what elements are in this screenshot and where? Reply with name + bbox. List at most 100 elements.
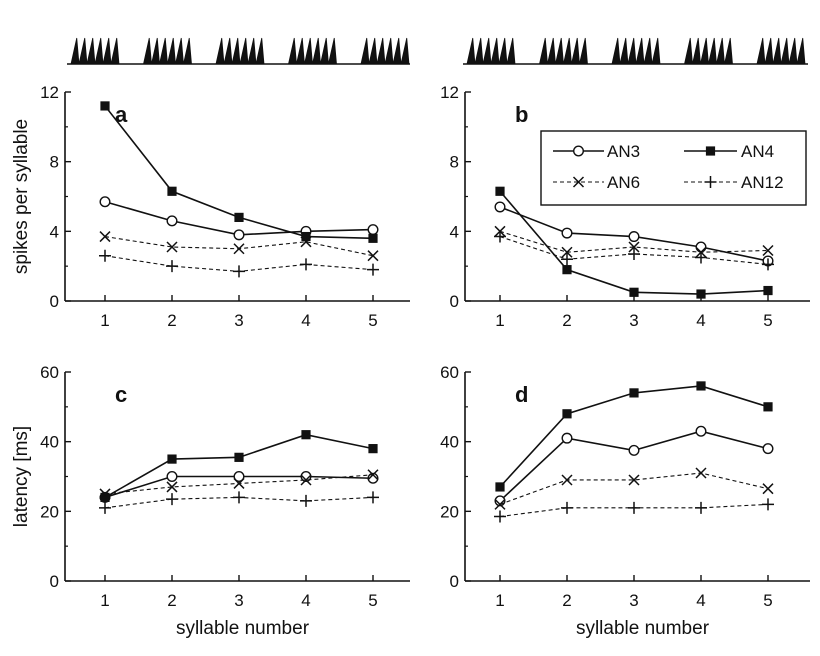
marker-b-an4-5: [763, 285, 773, 296]
marker-d-an4-4: [696, 381, 706, 391]
y-tick-label-d-40: 40: [440, 433, 459, 452]
marker-c-an4-1: [100, 492, 110, 502]
marker-b-an4-4: [696, 289, 706, 299]
marker-a-an4-5: [368, 233, 378, 243]
marker-b-an3-4: [695, 241, 707, 253]
stimulus-right-syllable-2: [539, 37, 588, 65]
y-axis-title-a: spikes per syllable: [11, 119, 32, 274]
marker-d-an3-4: [695, 425, 707, 437]
marker-d-an4-5: [763, 402, 773, 412]
y-tick-label-d-0: 0: [450, 572, 459, 591]
marker-d-an6-1: [494, 498, 506, 510]
marker-b-an12-5: [762, 258, 774, 271]
stimulus-right-syllable-4: [684, 37, 733, 65]
marker-c-an6-1: [99, 488, 111, 500]
marker-a-an3-2: [166, 215, 178, 227]
marker-b-an12-4: [695, 251, 707, 264]
marker-d-an4-2: [562, 409, 572, 419]
y-tick-label-b-8: 8: [450, 153, 459, 172]
marker-c-an6-5: [367, 469, 379, 481]
panel-label-a: a: [115, 102, 128, 127]
marker-b-an4-1: [495, 186, 505, 196]
marker-b-an4-3: [629, 287, 639, 297]
x-tick-label-b-1: 1: [495, 311, 504, 330]
marker-a-an4-1: [100, 101, 110, 111]
y-tick-label-b-12: 12: [440, 83, 459, 102]
x-tick-label-c-2: 2: [167, 591, 176, 610]
marker-a-an6-5: [367, 250, 379, 262]
y-tick-label-c-60: 60: [40, 363, 59, 382]
x-tick-label-b-2: 2: [562, 311, 571, 330]
marker-legend-an3-1: [573, 145, 585, 157]
marker-a-an4-3: [234, 212, 244, 222]
series-line-d-an4: [499, 385, 769, 488]
marker-c-an6-4: [300, 474, 312, 486]
x-tick-label-d-5: 5: [763, 591, 772, 610]
marker-b-an6-2: [561, 246, 573, 258]
x-tick-label-b-5: 5: [763, 311, 772, 330]
series-line-c-an4: [104, 433, 374, 499]
stimulus-left-syllable-3: [215, 37, 265, 65]
marker-a-an12-4: [300, 258, 312, 271]
marker-d-an12-1: [494, 510, 506, 523]
marker-c-an6-3: [233, 477, 245, 489]
marker-b-an3-1: [494, 201, 506, 213]
marker-b-an6-3: [628, 241, 640, 253]
x-tick-label-a-3: 3: [234, 311, 243, 330]
marker-d-an3-5: [762, 443, 774, 455]
panel-d: 0 20 40 60 1 2 3 4 5 syllable number d: [440, 363, 810, 639]
stimulus-right-syllable-5: [756, 37, 806, 65]
marker-legend-an4-1: [705, 146, 716, 156]
stimulus-left-syllable-5: [360, 37, 410, 65]
legend-box: [540, 130, 807, 206]
x-tick-label-d-4: 4: [696, 591, 705, 610]
y-tick-label-a-8: 8: [50, 153, 59, 172]
marker-d-an4-1: [495, 482, 505, 492]
marker-c-an12-2: [166, 493, 178, 506]
y-tick-label-d-60: 60: [440, 363, 459, 382]
y-tick-label-d-20: 20: [440, 502, 459, 521]
marker-a-an12-1: [99, 249, 111, 262]
x-tick-label-a-5: 5: [368, 311, 377, 330]
stimulus-right: [463, 37, 808, 65]
series-line-d-an3: [499, 430, 769, 502]
marker-d-an12-4: [695, 501, 707, 514]
legend: AN3 AN4 AN6 AN12: [540, 130, 807, 206]
marker-c-an3-3: [233, 471, 245, 483]
legend-label-an4: AN4: [741, 142, 774, 161]
y-tick-label-c-0: 0: [50, 572, 59, 591]
x-tick-label-c-3: 3: [234, 591, 243, 610]
marker-a-an6-3: [233, 243, 245, 255]
marker-a-an3-3: [233, 229, 245, 241]
y-tick-label-a-12: 12: [40, 83, 59, 102]
marker-c-an3-2: [166, 471, 178, 483]
marker-a-an4-2: [167, 186, 177, 196]
y-tick-label-b-4: 4: [450, 222, 459, 241]
marker-a-an4-4: [301, 231, 311, 242]
marker-d-an3-3: [628, 444, 640, 456]
marker-c-an4-3: [234, 452, 244, 462]
x-tick-label-d-3: 3: [629, 591, 638, 610]
marker-d-an6-5: [762, 483, 774, 495]
marker-d-an4-3: [629, 388, 639, 398]
marker-legend-an12-1: [704, 176, 717, 188]
panel-label-b: b: [515, 102, 528, 127]
y-tick-label-c-40: 40: [40, 433, 59, 452]
series-line-b-an12: [499, 236, 769, 265]
x-tick-label-c-4: 4: [301, 591, 310, 610]
legend-label-an3: AN3: [607, 142, 640, 161]
x-tick-label-c-1: 1: [100, 591, 109, 610]
series-line-d-an6: [499, 472, 769, 505]
marker-legend-an6-1: [572, 176, 585, 188]
marker-c-an4-2: [167, 454, 177, 464]
stimulus-left-syllable-4: [288, 37, 337, 65]
marker-c-an4-5: [368, 444, 378, 454]
marker-b-an12-1: [494, 230, 506, 243]
marker-a-an6-1: [99, 231, 111, 243]
marker-c-an12-3: [233, 491, 245, 504]
stimulus-right-syllable-1: [466, 37, 516, 65]
marker-d-an6-4: [695, 467, 707, 479]
x-tick-label-a-4: 4: [301, 311, 310, 330]
